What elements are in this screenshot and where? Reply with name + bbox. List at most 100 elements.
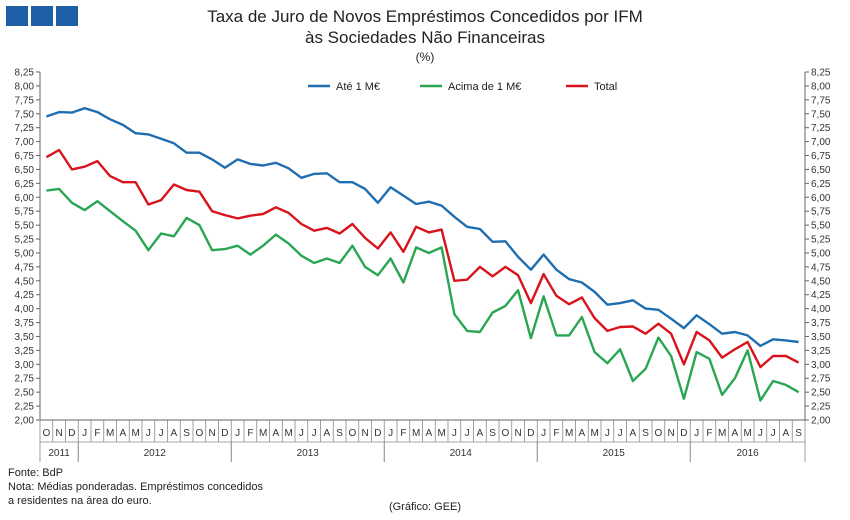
x-month-label: F xyxy=(400,428,406,439)
x-month-label: M xyxy=(131,428,139,439)
y-tick-label-left: 5,75 xyxy=(15,207,35,218)
series-line-2 xyxy=(46,189,798,401)
year-label: 2013 xyxy=(297,448,320,459)
x-month-label: D xyxy=(221,428,228,439)
year-label: 2012 xyxy=(144,448,167,459)
y-tick-label-right: 7,00 xyxy=(811,137,831,148)
y-tick-label-left: 7,75 xyxy=(15,95,35,106)
y-tick-label-right: 6,50 xyxy=(811,165,831,176)
y-tick-label-right: 7,50 xyxy=(811,109,831,120)
x-month-label: M xyxy=(106,428,114,439)
x-month-label: M xyxy=(565,428,573,439)
x-month-label: M xyxy=(284,428,292,439)
legend-label-1: Até 1 M€ xyxy=(336,81,380,93)
y-tick-label-right: 6,75 xyxy=(811,151,831,162)
y-tick-label-right: 7,25 xyxy=(811,123,831,134)
x-month-label: S xyxy=(795,428,802,439)
y-tick-label-right: 5,00 xyxy=(811,248,831,259)
x-month-label: A xyxy=(426,428,433,439)
x-month-label: J xyxy=(694,428,699,439)
y-tick-label-left: 2,00 xyxy=(15,416,35,427)
y-tick-label-left: 5,00 xyxy=(15,248,35,259)
x-month-label: A xyxy=(732,428,739,439)
x-month-label: N xyxy=(209,428,216,439)
y-tick-label-right: 4,50 xyxy=(811,276,831,287)
y-tick-label-right: 5,25 xyxy=(811,235,831,246)
y-tick-label-right: 3,75 xyxy=(811,318,831,329)
x-month-label: S xyxy=(336,428,343,439)
y-tick-label-right: 3,50 xyxy=(811,332,831,343)
x-month-label: A xyxy=(273,428,280,439)
y-tick-label-left: 7,25 xyxy=(15,123,35,134)
x-month-label: N xyxy=(362,428,369,439)
year-label: 2016 xyxy=(737,448,760,459)
x-month-label: J xyxy=(312,428,317,439)
x-month-label: O xyxy=(195,428,203,439)
x-month-label: J xyxy=(605,428,610,439)
x-month-label: F xyxy=(247,428,253,439)
chart-credit: (Gráfico: GEE) xyxy=(0,501,850,513)
x-month-label: A xyxy=(324,428,331,439)
x-month-label: M xyxy=(412,428,420,439)
x-month-label: D xyxy=(680,428,687,439)
y-tick-label-right: 2,50 xyxy=(811,388,831,399)
y-tick-label-right: 5,75 xyxy=(811,207,831,218)
x-month-label: D xyxy=(527,428,534,439)
y-tick-label-right: 4,25 xyxy=(811,290,831,301)
x-month-label: J xyxy=(618,428,623,439)
y-tick-label-left: 5,50 xyxy=(15,221,35,232)
x-month-label: J xyxy=(82,428,87,439)
y-tick-label-left: 3,00 xyxy=(15,360,35,371)
y-tick-label-right: 8,25 xyxy=(811,68,831,79)
x-month-label: J xyxy=(758,428,763,439)
y-tick-label-right: 7,75 xyxy=(811,95,831,106)
x-month-label: M xyxy=(718,428,726,439)
x-month-label: A xyxy=(579,428,586,439)
x-month-label: J xyxy=(465,428,470,439)
y-tick-label-left: 7,50 xyxy=(15,109,35,120)
y-tick-label-left: 6,00 xyxy=(15,193,35,204)
x-month-label: S xyxy=(642,428,649,439)
legend-label-3: Total xyxy=(594,81,617,93)
y-tick-label-left: 8,00 xyxy=(15,81,35,92)
x-month-label: J xyxy=(771,428,776,439)
y-tick-label-left: 6,50 xyxy=(15,165,35,176)
x-month-label: J xyxy=(541,428,546,439)
year-label: 2014 xyxy=(450,448,473,459)
x-month-label: N xyxy=(56,428,63,439)
x-month-label: J xyxy=(299,428,304,439)
y-tick-label-right: 2,25 xyxy=(811,402,831,413)
x-month-label: J xyxy=(388,428,393,439)
x-month-label: A xyxy=(783,428,790,439)
y-tick-label-left: 7,00 xyxy=(15,137,35,148)
x-month-label: A xyxy=(477,428,484,439)
note-line1: Nota: Médias ponderadas. Empréstimos con… xyxy=(8,480,263,494)
x-month-label: N xyxy=(515,428,522,439)
y-tick-label-left: 6,75 xyxy=(15,151,35,162)
x-month-label: M xyxy=(437,428,445,439)
x-month-label: J xyxy=(146,428,151,439)
y-tick-label-right: 2,75 xyxy=(811,374,831,385)
y-tick-label-right: 6,25 xyxy=(811,179,831,190)
x-month-label: D xyxy=(68,428,75,439)
x-month-label: S xyxy=(183,428,190,439)
x-month-label: D xyxy=(374,428,381,439)
x-month-label: F xyxy=(94,428,100,439)
x-month-label: M xyxy=(259,428,267,439)
y-tick-label-left: 4,75 xyxy=(15,262,35,273)
x-month-label: F xyxy=(553,428,559,439)
x-month-label: O xyxy=(348,428,356,439)
x-month-label: A xyxy=(171,428,178,439)
x-month-label: O xyxy=(654,428,662,439)
y-tick-label-left: 5,25 xyxy=(15,235,35,246)
y-tick-label-left: 3,25 xyxy=(15,346,35,357)
y-tick-label-right: 4,75 xyxy=(811,262,831,273)
y-tick-label-left: 4,25 xyxy=(15,290,35,301)
x-month-label: J xyxy=(159,428,164,439)
y-tick-label-left: 2,75 xyxy=(15,374,35,385)
y-tick-label-left: 6,25 xyxy=(15,179,35,190)
y-tick-label-right: 3,00 xyxy=(811,360,831,371)
y-tick-label-left: 4,00 xyxy=(15,304,35,315)
y-tick-label-left: 4,50 xyxy=(15,276,35,287)
